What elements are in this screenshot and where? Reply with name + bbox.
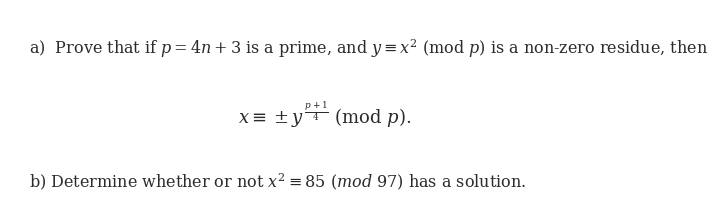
Text: b) Determine whether or not $x^2 \equiv 85\ (mod\ 97)$ has a solution.: b) Determine whether or not $x^2 \equiv … <box>29 171 526 192</box>
Text: $x \equiv \pm y^{\,\frac{p+1}{4}}\ \mathrm{(mod}\ p\mathrm{).}$: $x \equiv \pm y^{\,\frac{p+1}{4}}\ \math… <box>238 100 411 130</box>
Text: a)  Prove that if $p = 4n + 3$ is a prime, and $y \equiv x^2\ \mathrm{(mod}\ p\m: a) Prove that if $p = 4n + 3$ is a prime… <box>29 37 708 60</box>
